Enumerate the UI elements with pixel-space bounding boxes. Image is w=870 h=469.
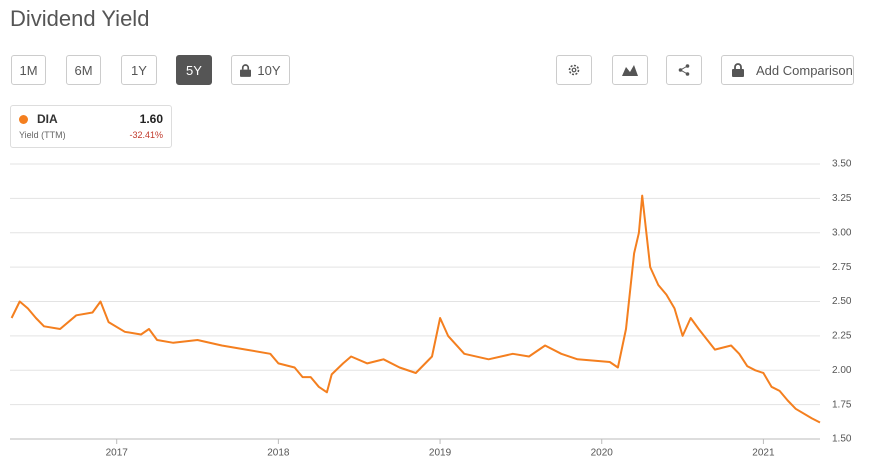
legend-box: DIA 1.60 Yield (TTM) -32.41% [10, 105, 172, 148]
range-label: 1Y [131, 62, 147, 78]
add-comparison-button[interactable]: Add Comparison [721, 55, 854, 85]
y-tick-label: 3.00 [832, 227, 852, 238]
range-label: 10Y [257, 62, 281, 78]
share-icon [678, 64, 690, 76]
legend-ticker: DIA [37, 112, 58, 126]
range-button[interactable]: 6M [66, 55, 101, 85]
gear-icon [568, 64, 580, 76]
x-tick-label: 2021 [752, 448, 775, 459]
y-tick-label: 3.50 [832, 159, 852, 170]
range-label: 6M [74, 62, 93, 78]
share-button[interactable] [666, 55, 702, 85]
chart-icon [622, 65, 638, 76]
y-tick-label: 3.25 [832, 193, 852, 204]
y-tick-label: 2.75 [832, 262, 852, 273]
range-button[interactable]: 1M [11, 55, 46, 85]
y-tick-label: 1.75 [832, 399, 852, 410]
add-comparison-label: Add Comparison [756, 62, 853, 78]
x-tick-label: 2018 [267, 448, 290, 459]
lock-icon [240, 63, 252, 77]
lock-icon [732, 63, 744, 77]
y-tick-label: 2.25 [832, 331, 852, 342]
series-line [10, 194, 821, 424]
x-tick-label: 2019 [429, 448, 452, 459]
legend-marker [19, 115, 28, 124]
settings-button[interactable] [556, 55, 592, 85]
y-tick-label: 2.50 [832, 296, 852, 307]
x-tick-label: 2020 [591, 448, 614, 459]
range-button[interactable]: 10Y [231, 55, 290, 85]
range-label: 5Y [186, 62, 202, 78]
range-button[interactable]: 1Y [121, 55, 157, 85]
y-tick-label: 1.50 [832, 434, 852, 445]
legend-change: -32.41% [129, 130, 163, 140]
range-label: 1M [19, 62, 38, 78]
chart-type-button[interactable] [612, 55, 648, 85]
y-tick-label: 2.00 [832, 365, 852, 376]
range-button[interactable]: 5Y [176, 55, 212, 85]
x-tick-label: 2017 [106, 448, 129, 459]
legend-value: 1.60 [139, 112, 163, 126]
legend-subtitle: Yield (TTM) [19, 130, 66, 140]
page-title: Dividend Yield [10, 6, 150, 31]
